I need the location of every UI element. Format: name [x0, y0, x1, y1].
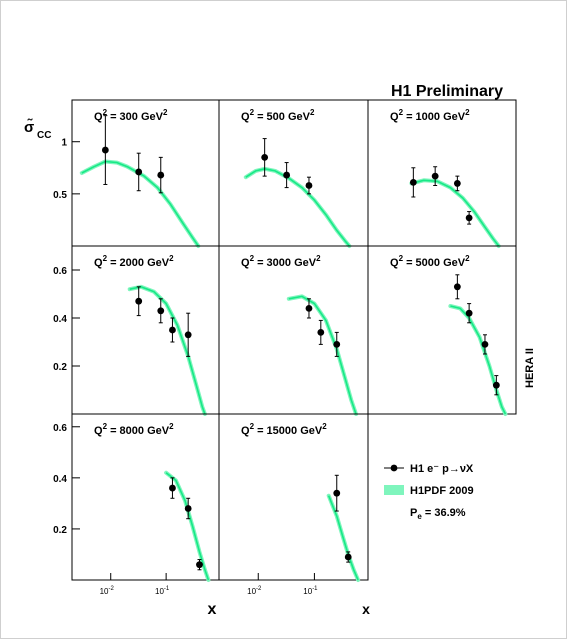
panel-1: Q2 = 500 GeV2 — [218, 99, 369, 248]
data-point — [344, 553, 352, 561]
theory-curve — [327, 495, 359, 581]
x-tick-label: 10-1 — [155, 586, 170, 596]
data-point — [157, 171, 165, 179]
panels-group: Q2 = 300 GeV2 0.5 1 Q2 = 500 GeV2 Q2 = 1000 … — [53, 99, 517, 596]
data-point — [465, 214, 473, 222]
x-tick-label: 10-1 — [303, 586, 318, 596]
panel-label: Q2 = 8000 GeV2 — [94, 422, 174, 437]
y-tick-label: 0.6 — [53, 266, 67, 277]
data-point — [453, 180, 461, 187]
legend: H1 e⁻ p→νX H1PDF 2009 Pe = 36.9% — [384, 463, 474, 521]
data-point — [101, 146, 109, 154]
data-point — [453, 283, 461, 291]
panel-label: Q2 = 300 GeV2 — [94, 108, 168, 123]
y-tick-label: 0.2 — [53, 362, 67, 373]
panel-label: Q2 = 3000 GeV2 — [241, 254, 321, 269]
data-point — [184, 505, 192, 512]
y-tick-label: 0.6 — [53, 423, 67, 434]
data-point — [431, 172, 439, 180]
legend-band-swatch — [384, 485, 404, 495]
y-axis-label: σ̃ — [24, 118, 34, 136]
data-point — [157, 307, 165, 315]
data-point — [261, 153, 269, 161]
theory-curve — [81, 160, 199, 247]
data-point — [333, 489, 341, 497]
panel-frame — [218, 413, 369, 581]
data-point — [305, 182, 313, 189]
theory-curve — [129, 285, 206, 415]
data-point — [333, 341, 341, 348]
y-tick-label: 0.5 — [53, 190, 67, 201]
data-point — [492, 381, 500, 389]
x-tick-label: 10-2 — [100, 586, 115, 596]
data-point — [135, 168, 143, 176]
panel-4: Q2 = 3000 GeV2 — [218, 245, 369, 416]
x-axis-label-col1: x — [208, 601, 217, 618]
y-tick-label: 0.4 — [53, 314, 67, 325]
panel-label: Q2 = 500 GeV2 — [241, 108, 315, 123]
legend-data-marker — [390, 464, 398, 472]
panel-frame — [367, 245, 517, 415]
chart-title: H1 Preliminary — [391, 83, 503, 100]
panel-label: Q2 = 1000 GeV2 — [390, 108, 470, 123]
panel-2: Q2 = 1000 GeV2 — [367, 99, 517, 248]
panel-6: Q2 = 8000 GeV2 0.2 0.4 0.6 — [53, 413, 220, 582]
y-tick-label: 1 — [61, 138, 67, 149]
y-axis-label-subscript: CC — [37, 130, 51, 141]
theory-curve — [288, 295, 357, 415]
data-point — [465, 309, 473, 317]
theory-curve — [411, 179, 500, 247]
theory-curve — [245, 168, 351, 247]
x-axis-label-col2: x — [362, 601, 370, 617]
data-point — [481, 341, 489, 348]
panel-label: Q2 = 15000 GeV2 — [241, 422, 327, 437]
data-point — [305, 305, 313, 312]
data-point — [169, 484, 176, 492]
side-label: HERA II — [524, 348, 536, 388]
data-point — [135, 297, 143, 305]
data-point — [196, 561, 203, 569]
legend-data-label: H1 e⁻ p→νX — [410, 463, 474, 475]
y-tick-label: 0.4 — [53, 474, 67, 485]
panel-7: Q2 = 15000 GeV2 — [218, 413, 369, 582]
legend-polarization: Pe = 36.9% — [410, 507, 466, 521]
panel-label: Q2 = 5000 GeV2 — [390, 254, 470, 269]
panel-label: Q2 = 2000 GeV2 — [94, 254, 174, 269]
data-point — [184, 331, 192, 339]
panel-5: Q2 = 5000 GeV2 — [367, 245, 517, 416]
data-point — [283, 171, 291, 179]
panel-3: Q2 = 2000 GeV2 0.2 0.4 0.6 — [53, 245, 220, 416]
x-tick-label: 10-2 — [247, 586, 262, 596]
data-point — [409, 178, 417, 186]
theory-curve — [165, 472, 210, 581]
data-point — [317, 329, 325, 336]
data-point — [169, 326, 176, 334]
y-tick-label: 0.2 — [53, 525, 67, 536]
legend-band-label: H1PDF 2009 — [410, 485, 474, 497]
